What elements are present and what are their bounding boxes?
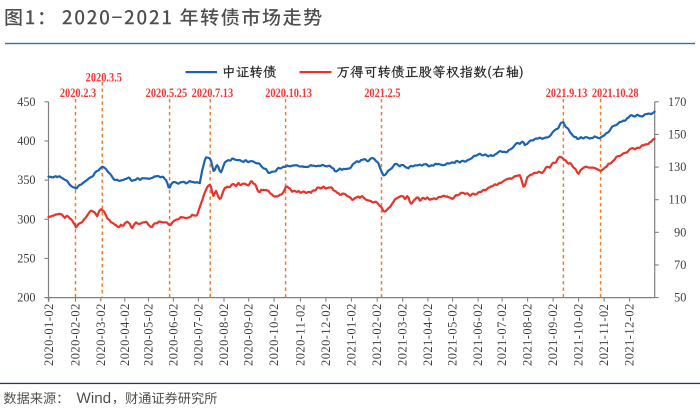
svg-text:2021-07-02: 2021-07-02 xyxy=(495,303,509,366)
svg-text:2020-10-02: 2020-10-02 xyxy=(267,303,281,366)
svg-text:2021-11-02: 2021-11-02 xyxy=(597,304,611,366)
svg-text:70: 70 xyxy=(674,258,686,272)
svg-text:2020.7.13: 2020.7.13 xyxy=(192,87,234,100)
svg-text:50: 50 xyxy=(674,291,686,305)
svg-text:2021-06-02: 2021-06-02 xyxy=(471,303,485,366)
svg-text:2020-11-02: 2020-11-02 xyxy=(293,304,307,366)
svg-text:2020-05-02: 2020-05-02 xyxy=(142,303,156,366)
svg-text:2020-03-02: 2020-03-02 xyxy=(94,303,108,366)
svg-text:2020-08-02: 2020-08-02 xyxy=(217,303,231,366)
svg-text:130: 130 xyxy=(668,160,686,174)
svg-text:2020.3.5: 2020.3.5 xyxy=(86,72,123,85)
svg-text:2021-02-02: 2021-02-02 xyxy=(370,303,384,366)
svg-text:2020.2.3: 2020.2.3 xyxy=(60,87,97,100)
svg-text:2021.9.13: 2021.9.13 xyxy=(546,87,588,100)
svg-text:2020-09-02: 2020-09-02 xyxy=(242,303,256,366)
svg-text:2020-12-02: 2020-12-02 xyxy=(319,303,333,366)
svg-text:2020-02-02: 2020-02-02 xyxy=(69,303,83,366)
svg-text:170: 170 xyxy=(668,95,686,109)
svg-text:2020.5.25: 2020.5.25 xyxy=(146,87,188,100)
svg-text:200: 200 xyxy=(17,291,35,305)
svg-text:2020-04-02: 2020-04-02 xyxy=(118,303,132,366)
svg-text:150: 150 xyxy=(668,127,686,141)
svg-text:2021.2.5: 2021.2.5 xyxy=(364,87,401,100)
svg-text:2020.10.13: 2020.10.13 xyxy=(265,87,312,100)
svg-text:300: 300 xyxy=(17,212,35,226)
svg-text:2020-07-02: 2020-07-02 xyxy=(191,303,205,366)
svg-text:90: 90 xyxy=(674,225,686,239)
svg-text:2021-01-02: 2021-01-02 xyxy=(344,303,358,366)
svg-text:2021-03-02: 2021-03-02 xyxy=(396,303,410,366)
svg-text:110: 110 xyxy=(668,193,686,207)
svg-text:2021.10.28: 2021.10.28 xyxy=(592,87,639,100)
svg-text:2021-09-02: 2021-09-02 xyxy=(546,303,560,366)
svg-text:250: 250 xyxy=(17,251,35,265)
svg-text:350: 350 xyxy=(17,173,35,187)
svg-text:2020-06-02: 2020-06-02 xyxy=(166,303,180,366)
svg-text:450: 450 xyxy=(17,95,35,109)
svg-text:2021-05-02: 2021-05-02 xyxy=(446,303,460,366)
svg-text:2021-12-02: 2021-12-02 xyxy=(623,303,637,366)
svg-text:2021-10-02: 2021-10-02 xyxy=(572,303,586,366)
svg-text:2021-08-02: 2021-08-02 xyxy=(521,303,535,366)
svg-text:2021-04-02: 2021-04-02 xyxy=(421,303,435,366)
svg-text:2020-01-02: 2020-01-02 xyxy=(42,303,56,366)
svg-text:400: 400 xyxy=(17,134,35,148)
